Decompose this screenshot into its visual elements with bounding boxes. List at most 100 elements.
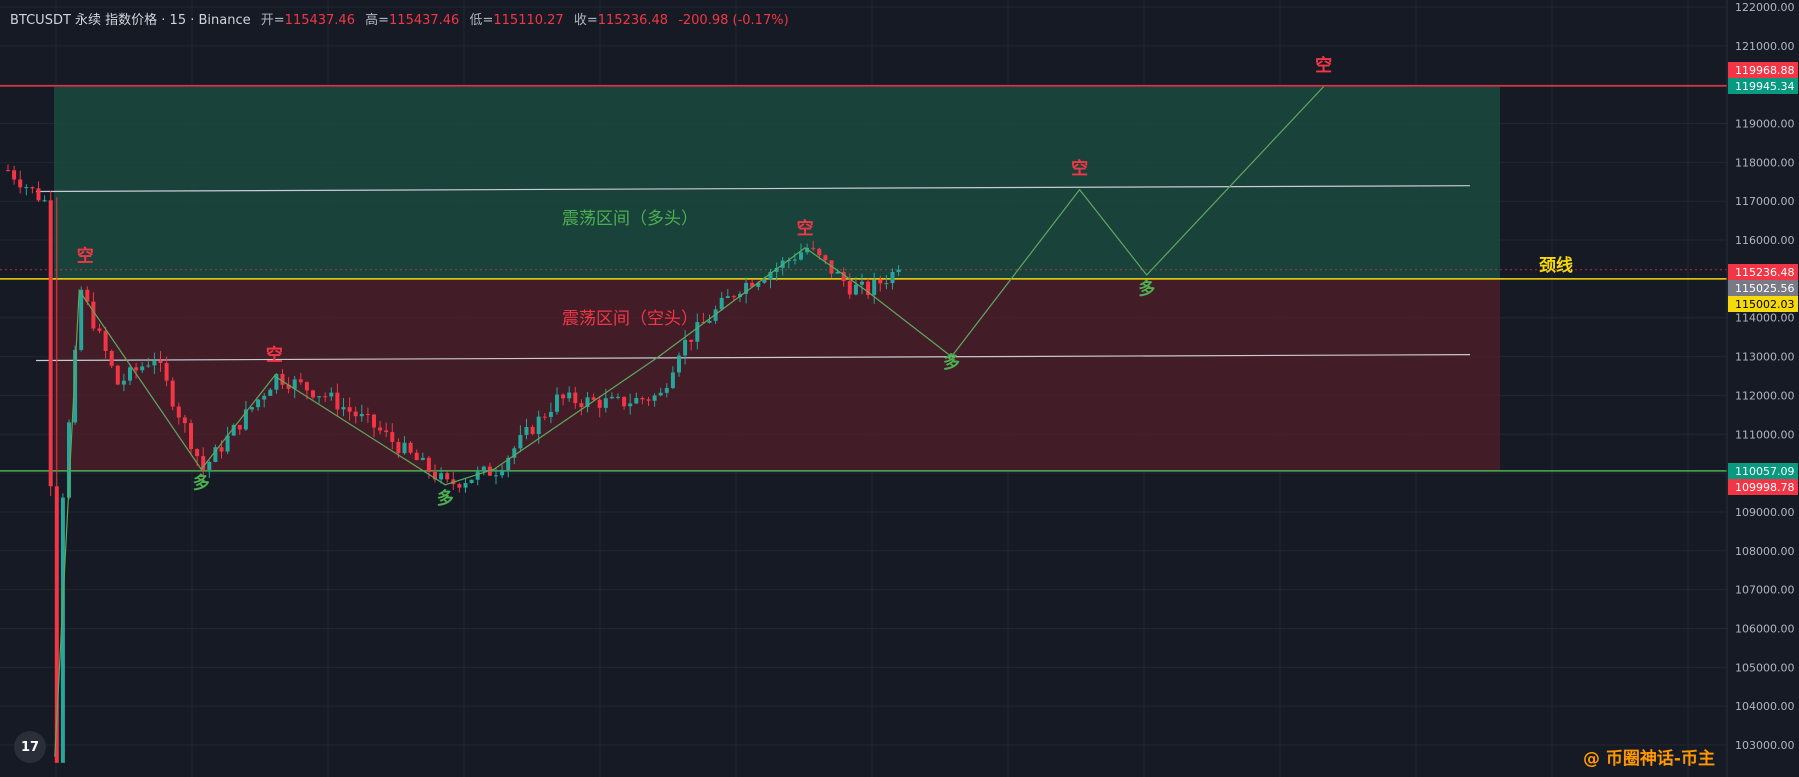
candle-body[interactable]	[603, 398, 608, 408]
candle-body[interactable]	[841, 271, 846, 282]
candle-body[interactable]	[731, 296, 736, 298]
candle-body[interactable]	[811, 247, 816, 249]
candle-body[interactable]	[567, 392, 572, 399]
candle-body[interactable]	[128, 367, 132, 381]
candle-body[interactable]	[12, 170, 17, 180]
candle-body[interactable]	[689, 339, 694, 342]
candle-body[interactable]	[616, 396, 620, 398]
candle-body[interactable]	[189, 423, 193, 450]
candle-body[interactable]	[103, 330, 108, 352]
candle-body[interactable]	[323, 396, 328, 398]
candle-body[interactable]	[213, 447, 218, 462]
candle-body[interactable]	[170, 380, 175, 407]
candle-body[interactable]	[658, 392, 663, 396]
candle-body[interactable]	[378, 427, 383, 431]
candle-body[interactable]	[402, 442, 407, 454]
candle-body[interactable]	[219, 447, 224, 452]
candle-body[interactable]	[463, 482, 468, 488]
candle-body[interactable]	[158, 360, 163, 364]
candle-body[interactable]	[60, 497, 65, 763]
candle-body[interactable]	[311, 390, 315, 398]
candle-body[interactable]	[24, 187, 29, 189]
candle-body[interactable]	[195, 449, 200, 457]
candle-body[interactable]	[805, 247, 810, 253]
candle-body[interactable]	[878, 279, 883, 284]
candle-body[interactable]	[54, 486, 59, 763]
candle-body[interactable]	[243, 409, 248, 430]
candle-body[interactable]	[591, 397, 596, 400]
candle-body[interactable]	[353, 411, 358, 417]
candle-body[interactable]	[274, 373, 279, 390]
candle-body[interactable]	[67, 422, 71, 498]
candle-body[interactable]	[237, 424, 242, 430]
candle-body[interactable]	[317, 396, 322, 398]
candle-body[interactable]	[420, 457, 425, 461]
candle-body[interactable]	[609, 396, 614, 399]
candle-body[interactable]	[634, 397, 639, 404]
candle-body[interactable]	[701, 322, 706, 324]
candle-body[interactable]	[6, 170, 10, 172]
candle-body[interactable]	[30, 187, 35, 189]
candle-body[interactable]	[36, 188, 41, 201]
candle-body[interactable]	[640, 397, 645, 400]
candle-body[interactable]	[884, 283, 889, 285]
candle-body[interactable]	[823, 255, 828, 261]
candle-body[interactable]	[164, 363, 169, 381]
candle-body[interactable]	[768, 271, 773, 281]
candle-body[interactable]	[115, 365, 120, 385]
candle-body[interactable]	[561, 394, 566, 399]
candle-body[interactable]	[524, 426, 529, 435]
candle-body[interactable]	[835, 271, 840, 274]
candle-body[interactable]	[176, 406, 181, 418]
candle-body[interactable]	[725, 296, 730, 298]
candle-body[interactable]	[280, 373, 285, 385]
candle-body[interactable]	[573, 392, 578, 404]
candle-body[interactable]	[414, 452, 419, 461]
candle-body[interactable]	[512, 448, 517, 458]
candle-body[interactable]	[347, 407, 352, 412]
candle-body[interactable]	[408, 442, 413, 453]
candle-body[interactable]	[622, 396, 627, 407]
candle-body[interactable]	[390, 432, 395, 442]
candle-body[interactable]	[201, 456, 206, 470]
candle-body[interactable]	[262, 395, 267, 400]
candle-body[interactable]	[896, 269, 901, 272]
candle-body[interactable]	[91, 301, 96, 329]
candle-body[interactable]	[536, 416, 541, 435]
candle-body[interactable]	[707, 320, 712, 323]
candle-body[interactable]	[48, 200, 53, 487]
candle-body[interactable]	[250, 407, 254, 410]
candle-body[interactable]	[335, 392, 340, 410]
candle-body[interactable]	[134, 367, 139, 371]
candle-body[interactable]	[853, 284, 858, 295]
candle-body[interactable]	[225, 435, 230, 452]
candle-body[interactable]	[439, 473, 444, 480]
candle-body[interactable]	[866, 281, 871, 295]
candle-body[interactable]	[329, 392, 334, 397]
candle-body[interactable]	[555, 394, 559, 412]
candle-body[interactable]	[481, 466, 486, 472]
candle-body[interactable]	[872, 279, 877, 295]
candle-body[interactable]	[719, 297, 724, 310]
candle-body[interactable]	[18, 179, 23, 188]
candle-body[interactable]	[475, 471, 480, 480]
tradingview-logo-icon[interactable]: 17	[14, 731, 46, 763]
candle-body[interactable]	[774, 267, 779, 272]
candle-body[interactable]	[109, 351, 114, 366]
candle-body[interactable]	[396, 441, 401, 454]
candle-body[interactable]	[365, 414, 370, 416]
candle-body[interactable]	[207, 461, 212, 470]
candle-body[interactable]	[304, 382, 309, 391]
candle-body[interactable]	[506, 457, 511, 470]
candle-body[interactable]	[97, 328, 102, 331]
candle-body[interactable]	[756, 282, 761, 287]
candle-body[interactable]	[744, 282, 749, 294]
candle-body[interactable]	[146, 365, 151, 367]
candle-body[interactable]	[494, 475, 498, 477]
candle-body[interactable]	[518, 434, 523, 449]
candle-body[interactable]	[292, 379, 297, 389]
candle-body[interactable]	[683, 339, 688, 356]
candle-body[interactable]	[79, 289, 84, 350]
candle-body[interactable]	[847, 281, 852, 295]
